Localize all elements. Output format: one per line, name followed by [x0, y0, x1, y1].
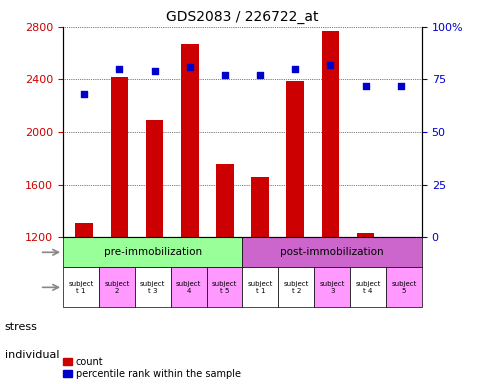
- Title: GDS2083 / 226722_at: GDS2083 / 226722_at: [166, 10, 318, 25]
- Text: pre-immobilization: pre-immobilization: [104, 247, 201, 257]
- Point: [80, 91, 88, 97]
- Point: [291, 66, 299, 72]
- Bar: [181, 44, 198, 237]
- Bar: [356, 233, 374, 237]
- Point: [151, 68, 158, 74]
- Bar: [391, 237, 409, 244]
- Text: subject
t 3: subject t 3: [140, 281, 165, 294]
- Bar: [349, 268, 385, 307]
- Point: [256, 72, 263, 78]
- Text: subject
4: subject 4: [176, 281, 201, 294]
- Bar: [110, 77, 128, 237]
- Legend: count, percentile rank within the sample: count, percentile rank within the sample: [63, 357, 240, 379]
- Bar: [286, 81, 303, 237]
- Bar: [278, 268, 314, 307]
- Point: [361, 83, 369, 89]
- Text: subject
5: subject 5: [391, 281, 416, 294]
- Text: subject
t 2: subject t 2: [283, 281, 308, 294]
- Text: subject
t 4: subject t 4: [355, 281, 380, 294]
- Bar: [75, 223, 93, 237]
- Bar: [242, 237, 421, 268]
- Point: [221, 72, 228, 78]
- Text: stress: stress: [5, 322, 38, 332]
- Bar: [99, 268, 135, 307]
- Bar: [314, 268, 349, 307]
- Text: subject
t 5: subject t 5: [212, 281, 237, 294]
- Text: individual: individual: [5, 350, 59, 360]
- Text: subject
t 1: subject t 1: [68, 281, 93, 294]
- Bar: [242, 268, 278, 307]
- Bar: [385, 268, 421, 307]
- Bar: [63, 237, 242, 268]
- Text: subject
2: subject 2: [104, 281, 129, 294]
- Point: [396, 83, 404, 89]
- Bar: [145, 120, 163, 237]
- Bar: [63, 268, 99, 307]
- Bar: [216, 164, 233, 237]
- Bar: [321, 31, 339, 237]
- Text: subject
3: subject 3: [319, 281, 344, 294]
- Text: post-immobilization: post-immobilization: [280, 247, 383, 257]
- Text: subject
t 1: subject t 1: [247, 281, 272, 294]
- Bar: [251, 177, 268, 237]
- Bar: [135, 268, 170, 307]
- Bar: [206, 268, 242, 307]
- Point: [326, 62, 333, 68]
- Point: [185, 64, 193, 70]
- Point: [115, 66, 123, 72]
- Bar: [170, 268, 206, 307]
